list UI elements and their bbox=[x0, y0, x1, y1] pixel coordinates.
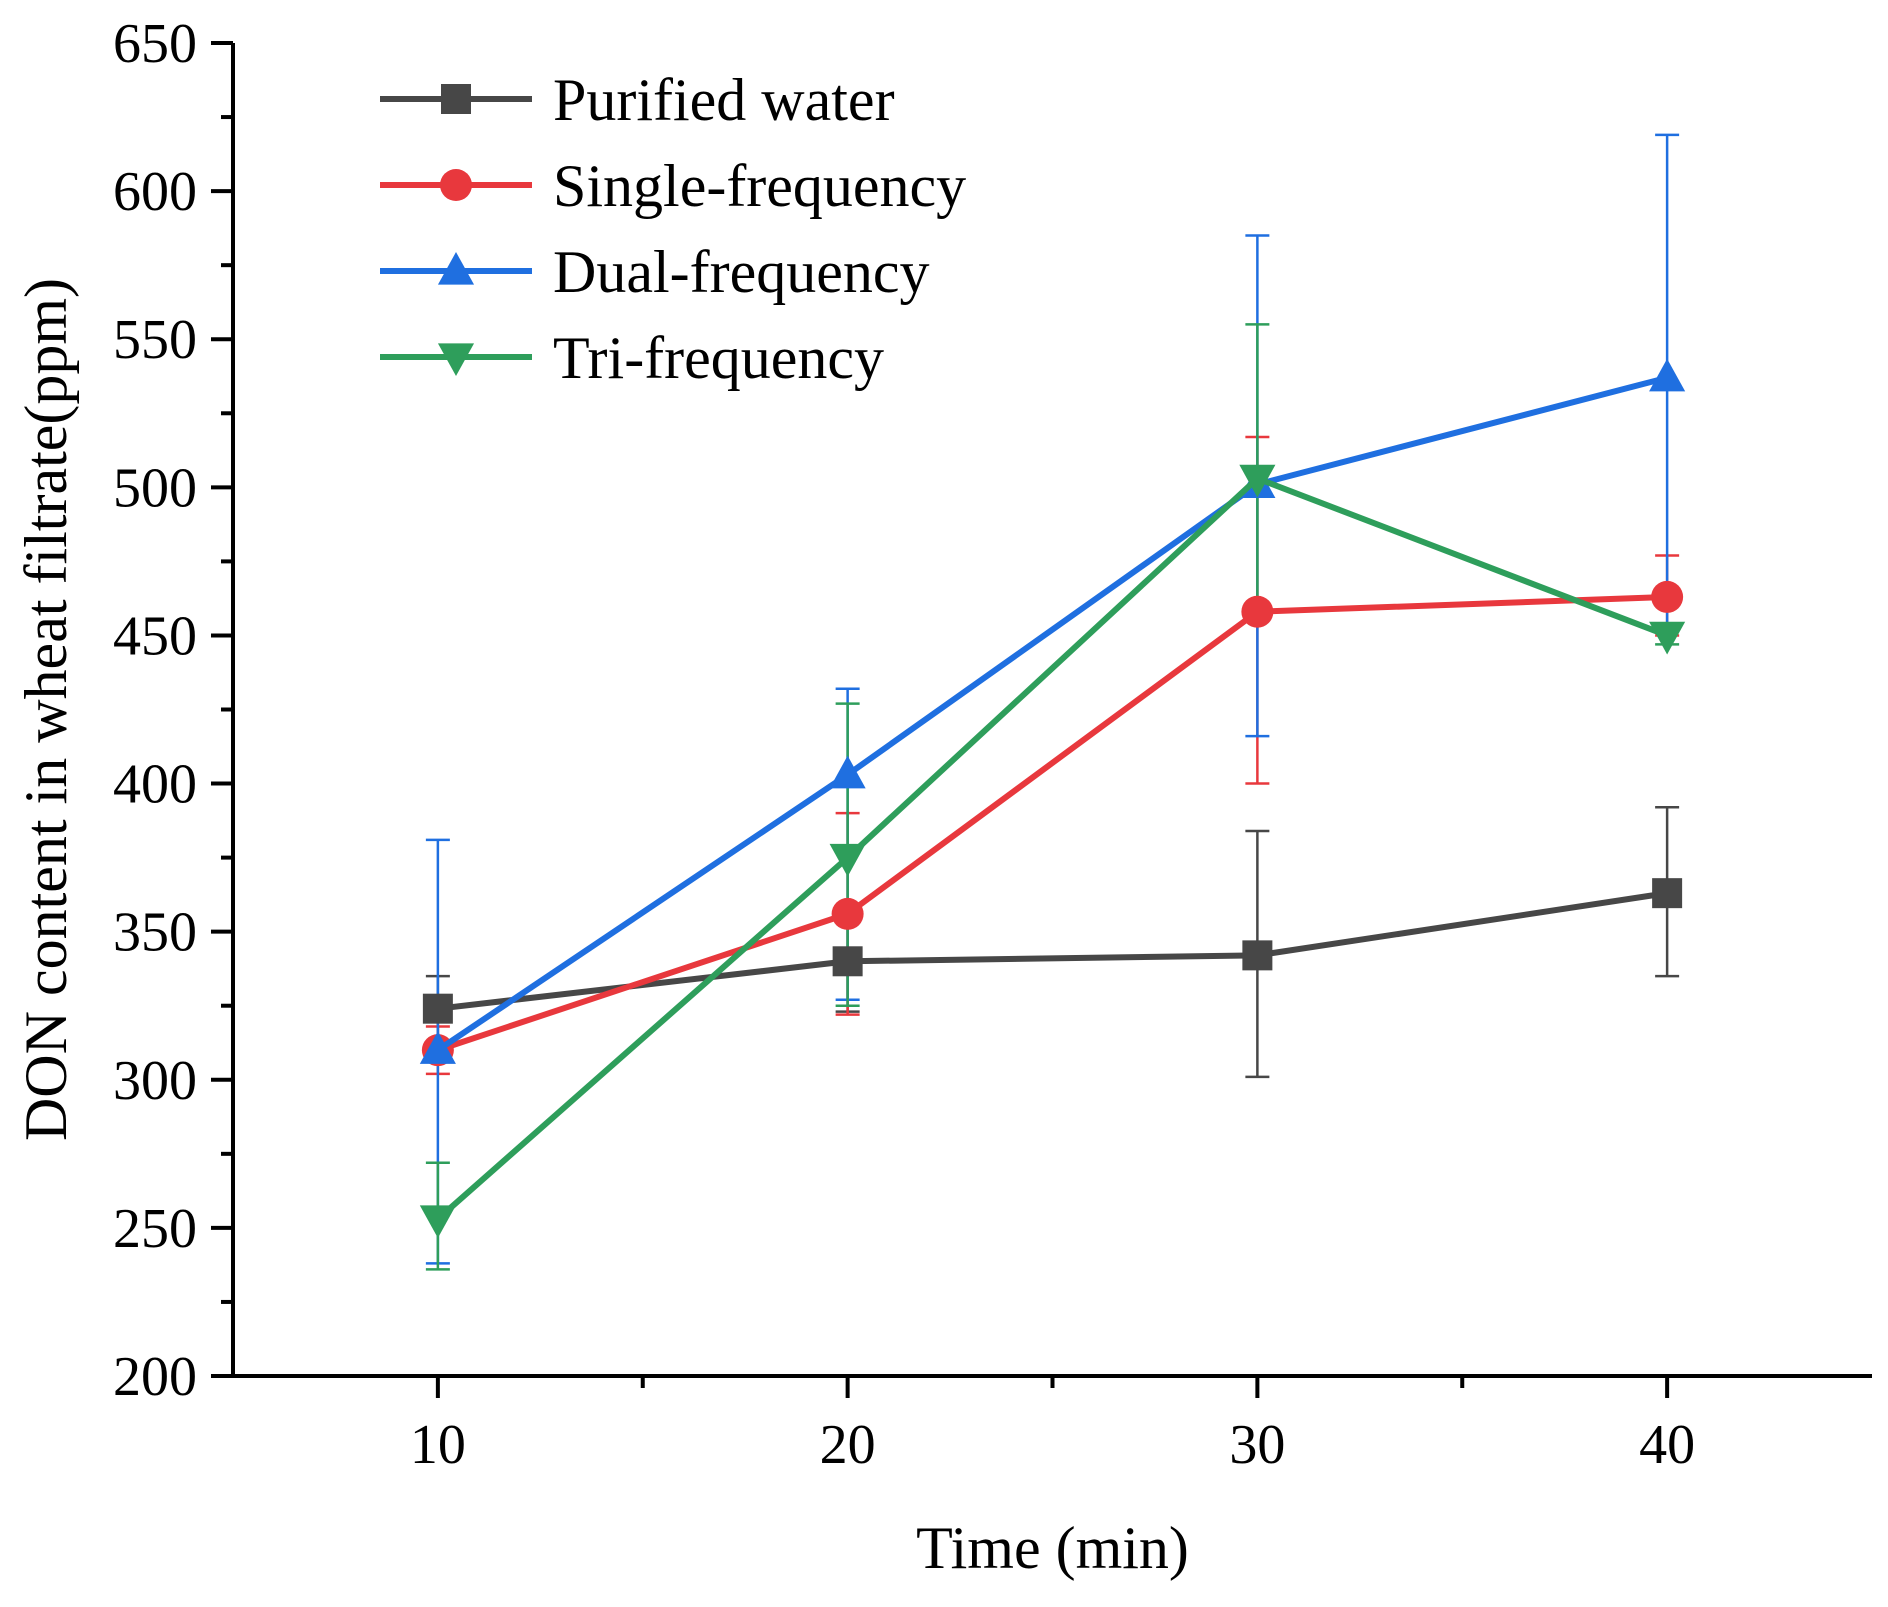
data-point bbox=[1239, 464, 1276, 498]
x-tick-label: 20 bbox=[820, 1414, 876, 1476]
series-1 bbox=[422, 878, 1683, 1024]
legend-item-4: Tri-frequency bbox=[380, 325, 884, 391]
data-point bbox=[422, 993, 453, 1024]
axes bbox=[231, 43, 1872, 1378]
data-point bbox=[1241, 595, 1274, 628]
legend-label: Single-frequency bbox=[553, 153, 966, 219]
y-tick-label: 400 bbox=[113, 754, 197, 816]
y-tick-label: 350 bbox=[113, 902, 197, 964]
y-axis-title: DON content in wheat filtrate(ppm) bbox=[13, 278, 79, 1141]
error-bars-2 bbox=[425, 435, 1680, 1076]
series-4 bbox=[419, 464, 1686, 1239]
data-point bbox=[829, 843, 866, 877]
y-tick-label: 250 bbox=[113, 1198, 197, 1260]
error-bars-4 bbox=[425, 323, 1680, 1271]
x-tick-label: 30 bbox=[1229, 1414, 1285, 1476]
y-tick-label: 450 bbox=[113, 605, 197, 667]
legend-item-1: Purified water bbox=[380, 67, 895, 133]
legend-marker bbox=[441, 84, 471, 114]
y-tick-label: 200 bbox=[113, 1346, 197, 1408]
y-tick-label: 500 bbox=[113, 457, 197, 519]
legend-item-3: Dual-frequency bbox=[380, 239, 929, 305]
legend-marker bbox=[437, 343, 475, 376]
data-point bbox=[829, 755, 866, 789]
legend-label: Purified water bbox=[553, 67, 895, 133]
x-axis-title: Time (min) bbox=[916, 1515, 1189, 1581]
data-point bbox=[1652, 878, 1683, 909]
y-tick-label: 550 bbox=[113, 309, 197, 371]
y-tick-label: 650 bbox=[113, 13, 197, 75]
legend-label: Dual-frequency bbox=[553, 239, 929, 305]
data-point bbox=[832, 946, 863, 977]
series-line bbox=[436, 374, 1668, 1053]
series-2 bbox=[421, 580, 1684, 1067]
series-line bbox=[436, 593, 1668, 1054]
data-point bbox=[831, 897, 864, 930]
legend-label: Tri-frequency bbox=[553, 325, 884, 391]
data-point bbox=[1649, 621, 1686, 655]
legend-marker bbox=[437, 252, 475, 285]
ticks: 200 250 300 350 400 450 500 550 600 650 10 20 30 40 bbox=[113, 13, 1695, 1476]
data-point bbox=[1649, 358, 1686, 392]
data-point bbox=[1242, 940, 1273, 971]
error-bars-1 bbox=[425, 806, 1680, 1079]
series-line bbox=[435, 475, 1669, 1222]
data-point bbox=[419, 1031, 456, 1064]
x-tick-label: 10 bbox=[410, 1414, 466, 1476]
data-point bbox=[1651, 580, 1684, 613]
legend-marker bbox=[440, 169, 472, 201]
series-layer bbox=[419, 133, 1686, 1271]
data-point bbox=[419, 1205, 456, 1239]
y-tick-label: 600 bbox=[113, 161, 197, 223]
legend-item-2: Single-frequency bbox=[380, 153, 966, 219]
x-tick-label: 40 bbox=[1639, 1414, 1695, 1476]
legend: Purified water Single-frequency Dual-frequ… bbox=[380, 67, 966, 391]
y-tick-label: 300 bbox=[113, 1050, 197, 1112]
